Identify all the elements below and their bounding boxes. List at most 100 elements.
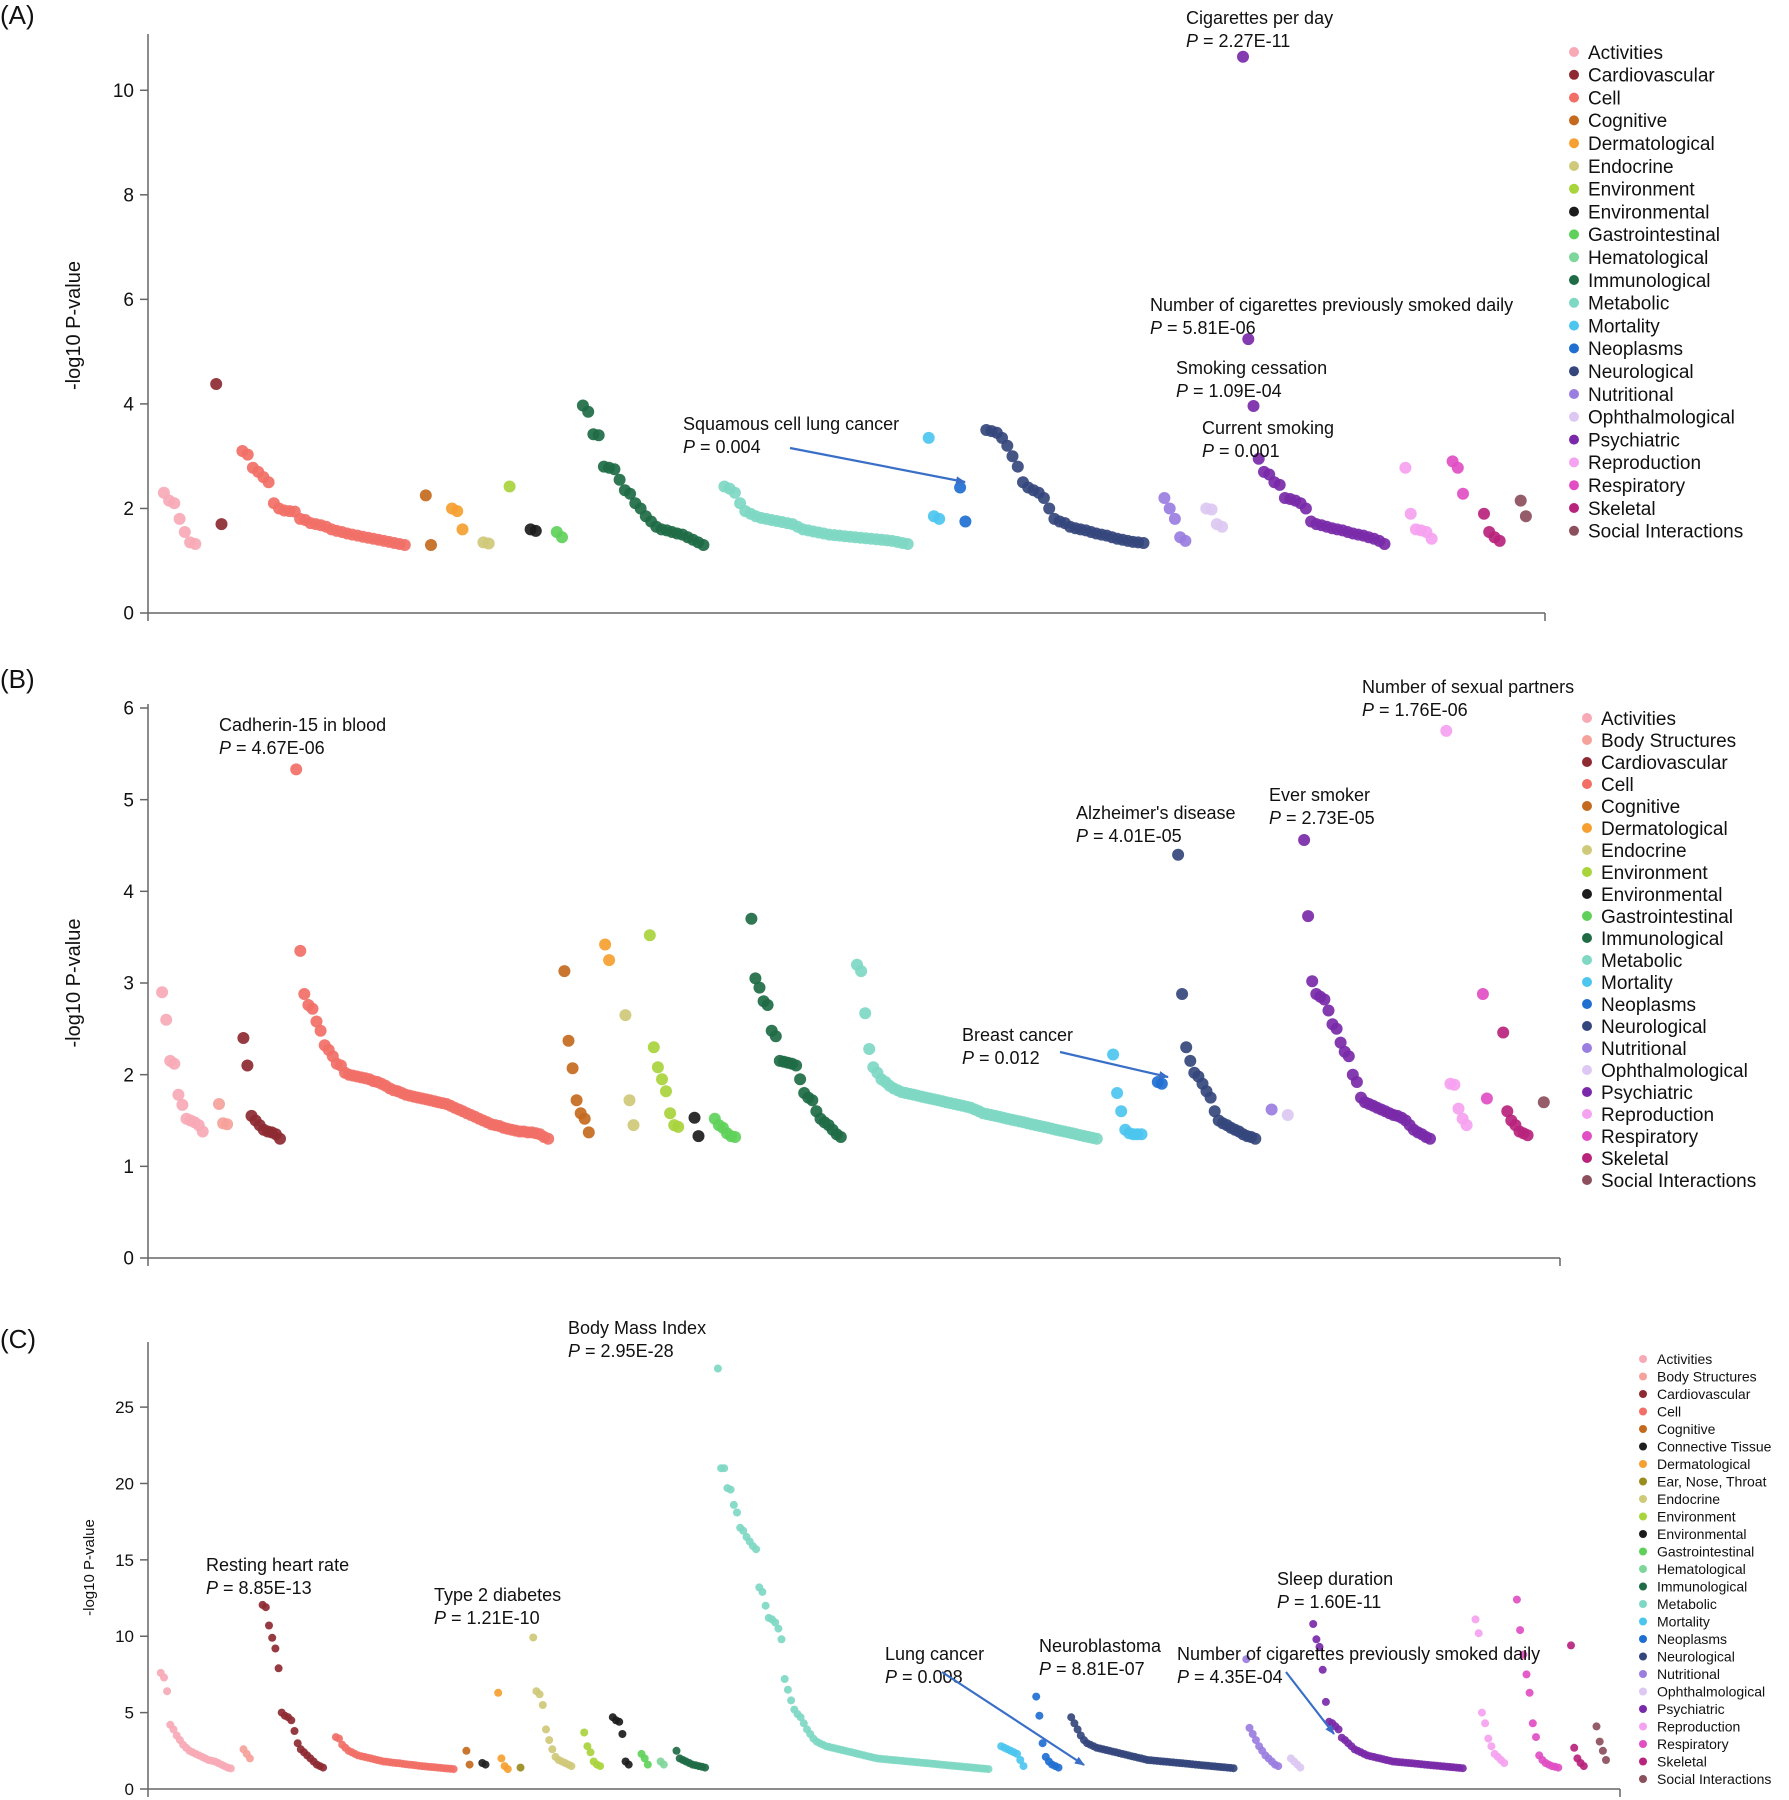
point-psychiatric [1318,1665,1327,1674]
legend-marker [1639,1582,1647,1591]
point-activities [189,538,202,550]
point-activities [178,526,191,538]
legend-marker [1582,1065,1592,1075]
point-environmental [529,524,542,537]
legend-marker [1569,138,1579,149]
point-respiratory [1554,1763,1563,1772]
point-neurological [1204,1091,1217,1104]
point-nutritional [1163,502,1176,515]
legend-marker [1639,1687,1647,1696]
point-psychiatric [1378,538,1391,550]
point-metabolic [1090,1132,1103,1145]
point-respiratory [1532,1733,1540,1742]
point-dermatological [603,954,616,967]
y-tick-label: 2 [123,499,134,520]
legend-item-reproduction: Reproduction [1588,453,1701,474]
point-immunological [790,1059,803,1072]
point-reproduction [1425,532,1438,545]
legend-marker [1569,161,1579,171]
legend-marker [1569,297,1579,308]
point-mortality [1107,1048,1120,1061]
point-connective-tissue [481,1760,490,1769]
point-cell [294,944,307,957]
point-activities [160,1013,173,1026]
legend-marker [1569,69,1579,80]
point-cell [449,1765,458,1774]
point-cardiovascular [319,1763,328,1772]
legend-item-dermatological: Dermatological [1588,134,1715,155]
legend-marker [1639,1565,1647,1573]
point-cardiovascular [293,1739,302,1748]
legend-marker [1639,1390,1647,1398]
y-tick-label: 5 [123,790,134,811]
point-reproduction [1448,1078,1461,1091]
point-environment [656,1073,668,1086]
legend-marker [1582,889,1592,899]
point-neoplasms [1035,1711,1044,1720]
legend-item-respiratory: Respiratory [1601,1127,1699,1148]
legend-item-environment: Environment [1588,180,1695,201]
point-nutritional [1245,1723,1254,1732]
y-tick-label: 4 [123,882,134,903]
point-neurological [1073,1725,1082,1734]
point-body-structures [221,1118,234,1131]
point-environmental [688,1111,701,1124]
point-neurological [1037,492,1050,504]
annotation-pvalue: P = 5.81E-06 [1150,318,1256,338]
legend-marker [1639,1512,1647,1521]
point-cognitive [566,1062,579,1075]
legend-item-activities: Activities [1657,1351,1712,1367]
point-cell [241,448,254,461]
point-nutritional [1242,1655,1251,1664]
y-tick-label: 25 [115,1398,134,1417]
point-cell [335,1734,343,1743]
point-dermatological [503,1765,512,1774]
legend-item-neoplasms: Neoplasms [1588,339,1683,360]
point-psychiatric [1299,502,1312,515]
point-psychiatric [1315,1642,1324,1651]
point-cardiovascular [274,1132,286,1145]
point-dermatological [451,505,464,518]
point-skeletal [1567,1641,1575,1650]
point-environment [651,1061,664,1074]
point-metabolic [787,1696,796,1705]
legend-marker [1582,845,1592,855]
legend-marker [1639,1635,1647,1643]
point-immunological [582,405,595,418]
point-environment [583,1742,592,1751]
point-endocrine [535,1690,544,1699]
y-tick-label: 0 [125,1780,134,1799]
point-nutritional [1158,492,1171,504]
point-metabolic [777,1635,786,1644]
point-endocrine [542,1725,550,1734]
legend-item-respiratory: Respiratory [1588,476,1686,497]
y-tick-label: 8 [123,185,134,206]
point-environment [503,480,516,493]
legend-item-psychiatric: Psychiatric [1601,1083,1693,1104]
legend-item-cell: Cell [1657,1404,1681,1420]
point-nutritional [1265,1103,1278,1116]
legend-marker [1639,1617,1647,1626]
point-endocrine [548,1745,557,1754]
annotation-title: Number of sexual partners [1362,677,1574,697]
point-psychiatric [1424,1132,1436,1145]
point-cognitive [582,1126,595,1139]
point-psychiatric [1334,1036,1347,1049]
point-body-structures [213,1098,225,1110]
point-endocrine [529,1633,538,1642]
legend-marker [1639,1460,1647,1468]
point-activities [163,1687,172,1696]
annotation-title: Ever smoker [1269,785,1370,805]
legend-item-mortality: Mortality [1657,1614,1710,1630]
legend-item-environment: Environment [1657,1509,1736,1525]
point-dermatological [599,938,612,951]
point-ophthalmological [1205,503,1218,516]
legend-item-cardiovascular: Cardiovascular [1588,66,1715,87]
legend-item-cell: Cell [1601,775,1634,796]
legend-item-psychiatric: Psychiatric [1657,1701,1725,1717]
point-immunological [613,473,626,486]
point-activities [168,1057,181,1070]
legend-item-gastrointestinal: Gastrointestinal [1588,225,1720,246]
point-social-interactions [1598,1746,1607,1755]
point-metabolic [774,1624,783,1633]
